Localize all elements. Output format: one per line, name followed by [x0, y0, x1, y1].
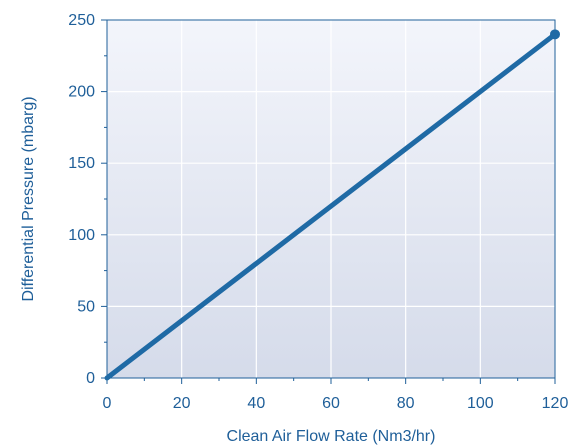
y-tick-label: 200 — [68, 84, 95, 101]
series — [104, 29, 560, 381]
axes — [101, 19, 556, 384]
y-tick-label: 0 — [86, 370, 95, 387]
y-tick-label: 50 — [77, 298, 95, 315]
x-tick-label: 100 — [467, 395, 494, 412]
x-tick-label: 20 — [173, 395, 191, 412]
x-tick-label: 120 — [542, 395, 569, 412]
x-tick-label: 60 — [322, 395, 340, 412]
x-tick-label: 40 — [247, 395, 265, 412]
series-line — [104, 31, 558, 381]
y-tick-label: 150 — [68, 155, 95, 172]
series-end-marker — [550, 29, 560, 40]
y-tick-label: 100 — [68, 227, 95, 244]
x-axis-title: Clean Air Flow Rate (Nm3/hr) — [227, 428, 436, 445]
tick-labels: 0 20 40 60 80 100 120 0 50 100 150 200 250 — [68, 12, 568, 412]
y-axis-title: Differential Pressure (mbarg) — [20, 96, 37, 301]
x-tick-label: 0 — [103, 395, 112, 412]
y-tick-label: 250 — [68, 12, 95, 29]
x-tick-label: 80 — [397, 395, 415, 412]
